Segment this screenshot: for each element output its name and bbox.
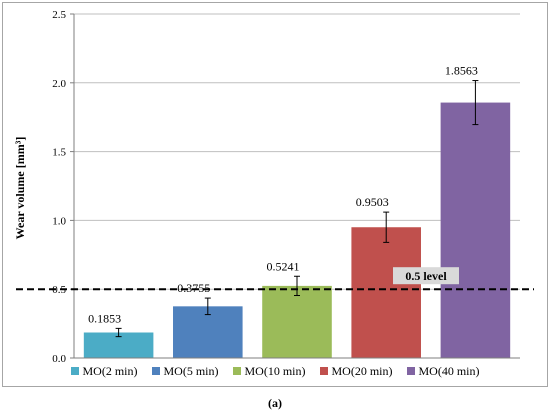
reference-label: 0.5 level [405,269,447,283]
y-tick-label: 0.0 [52,353,66,365]
legend-label: MO(5 min) [163,363,219,378]
reference-label-box [393,267,459,285]
legend-swatch [151,367,160,375]
legend-item: MO(10 min) [232,363,306,379]
legend-swatch [70,367,79,375]
data-label: 0.3755 [177,281,210,295]
bar [262,285,332,358]
legend-label: MO(20 min) [331,363,393,378]
y-tick-label: 1.0 [52,215,66,227]
legend-item: MO(40 min) [406,363,480,379]
legend-swatch [232,367,241,375]
legend-label: MO(10 min) [244,363,306,378]
axis-layer: 0.0 0.5 1.0 1.5 2.0 2.5 [52,9,520,365]
y-axis-label: Wear volume [mm³] [13,137,27,240]
legend-item: MO(2 min) [70,363,138,379]
legend-swatch [406,367,415,375]
legend-label: MO(2 min) [82,363,138,378]
y-tick-label: 0.5 [52,284,66,296]
y-tick-label: 2.5 [52,9,66,21]
legend: MO(2 min) MO(5 min) MO(10 min) MO(20 min) MO… [0,362,550,380]
bar [351,227,421,358]
bar [440,102,511,358]
legend-swatch [319,367,328,375]
data-label: 1.8563 [445,64,478,78]
legend-label: MO(40 min) [418,363,480,378]
bar-layer: 0.1853 0.3755 0.5241 0.9503 1.8563 [83,64,511,358]
y-tick-label: 2.0 [52,78,66,90]
reference-layer: 0.5 level [16,267,534,291]
data-label: 0.1853 [88,311,121,325]
legend-item: MO(20 min) [319,363,393,379]
y-tick-label: 1.5 [52,147,66,159]
figure-caption: (a) [268,396,282,410]
data-label: 0.9503 [356,195,389,209]
legend-item: MO(5 min) [151,363,219,379]
data-label: 0.5241 [267,259,300,273]
